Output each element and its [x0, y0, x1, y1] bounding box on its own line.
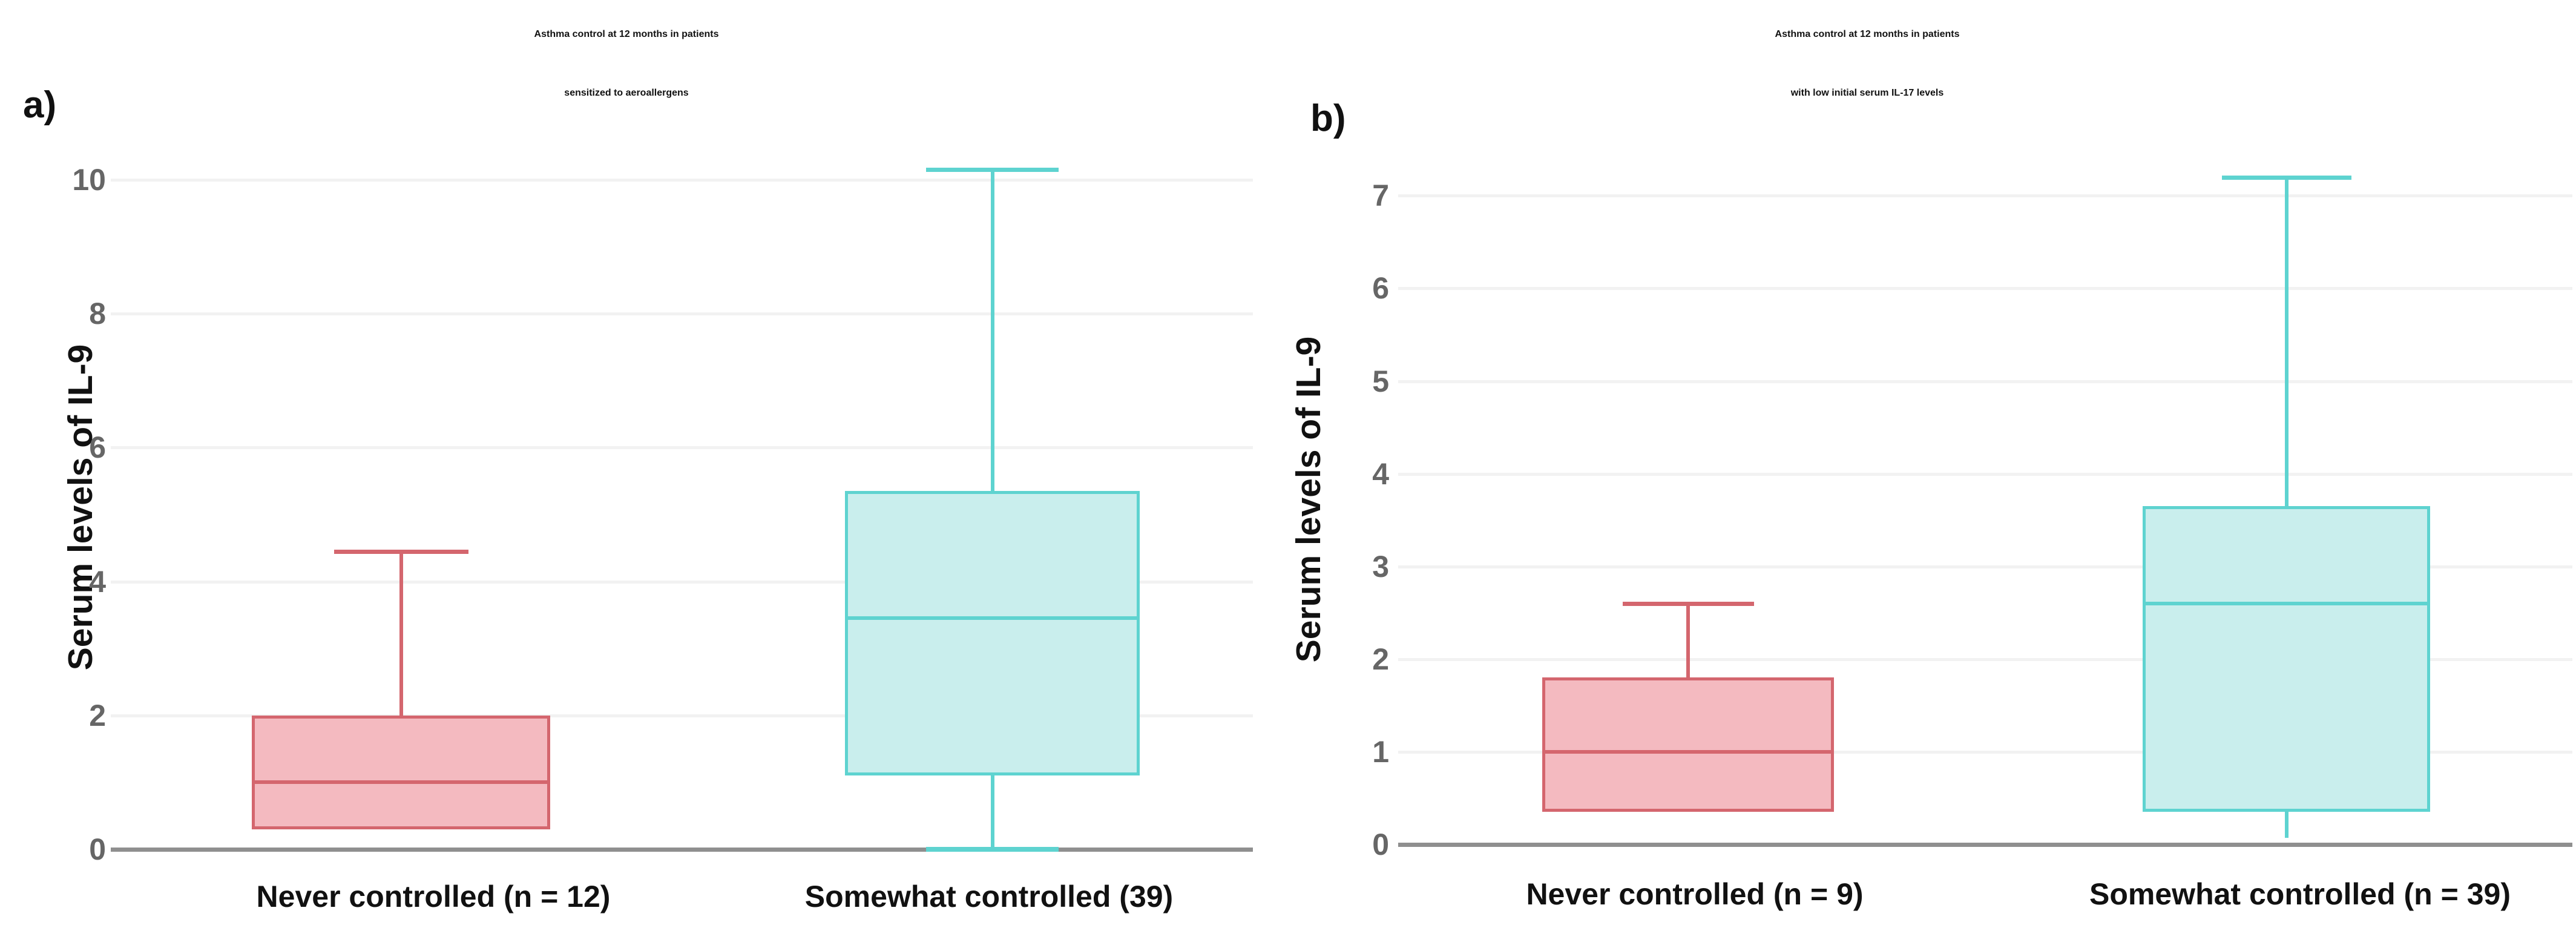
- whisker-cap-max-red: [334, 549, 468, 554]
- median-line-red: [252, 780, 550, 785]
- y-tick-label-4: 4: [89, 564, 106, 599]
- median-line-red: [1542, 749, 1834, 754]
- whisker-upper-teal: [2284, 177, 2288, 507]
- gridline-y4: [111, 580, 1253, 584]
- x-axis-line: [1398, 843, 2572, 847]
- panel-a-title: Asthma control at 12 months in patients …: [534, 5, 719, 122]
- gridline-y2: [111, 714, 1253, 717]
- y-tick-label-10: 10: [72, 163, 106, 197]
- median-line-teal: [845, 616, 1140, 621]
- gridline-y4: [1398, 472, 2572, 476]
- y-tick-label-6: 6: [1372, 271, 1389, 306]
- box-red: [252, 715, 550, 829]
- panel-a-label: a): [23, 84, 57, 126]
- panel-b-title-line1: Asthma control at 12 months in patients: [1775, 29, 1960, 39]
- y-tick-label-4: 4: [1372, 456, 1389, 491]
- x-axis-line: [111, 848, 1253, 852]
- whisker-upper-teal: [990, 170, 994, 492]
- whisker-lower-teal: [990, 775, 994, 849]
- gridline-y6: [1398, 287, 2572, 291]
- whisker-cap-min-overlap-teal: [926, 847, 1059, 851]
- whisker-cap-max-red: [1622, 601, 1754, 606]
- y-tick-label-7: 7: [1372, 179, 1389, 213]
- y-tick-label-0: 0: [89, 832, 106, 866]
- median-line-teal: [2143, 601, 2430, 605]
- box-red: [1542, 677, 1834, 812]
- y-tick-label-6: 6: [89, 430, 106, 465]
- y-tick-label-2: 2: [1372, 642, 1389, 676]
- whisker-cap-max-teal: [2221, 175, 2351, 180]
- panel-b-title: Asthma control at 12 months in patients …: [1775, 5, 1960, 122]
- gridline-y7: [1398, 194, 2572, 198]
- y-tick-label-1: 1: [1372, 734, 1389, 769]
- gridline-y5: [1398, 380, 2572, 383]
- panel-b-label: b): [1310, 97, 1346, 139]
- gridline-y6: [111, 446, 1253, 450]
- y-tick-label-5: 5: [1372, 364, 1389, 398]
- x-category-label: Never controlled (n = 12): [256, 880, 611, 913]
- panel-a-title-line2: sensitized to aeroallergens: [564, 88, 689, 98]
- x-category-label: Somewhat controlled (39): [804, 880, 1174, 913]
- gridline-y3: [1398, 565, 2572, 568]
- box-teal: [845, 491, 1140, 776]
- whisker-upper-red: [1686, 603, 1690, 678]
- whisker-cap-max-teal: [926, 168, 1059, 173]
- y-tick-label-3: 3: [1372, 549, 1389, 584]
- y-tick-label-0: 0: [1372, 828, 1389, 861]
- gridline-y1: [1398, 750, 2572, 754]
- gridline-y2: [1398, 657, 2572, 661]
- x-category-label: Somewhat controlled (n = 39): [2089, 877, 2511, 911]
- gridline-y10: [111, 179, 1253, 182]
- box-teal: [2143, 506, 2430, 812]
- whisker-upper-red: [399, 551, 403, 716]
- y-tick-label-8: 8: [89, 297, 106, 331]
- whisker-lower-teal: [2284, 812, 2288, 838]
- panel-a-title-line1: Asthma control at 12 months in patients: [534, 29, 719, 39]
- gridline-y8: [111, 312, 1253, 316]
- panel-b-title-line2: with low initial serum IL-17 levels: [1790, 88, 1944, 98]
- y-tick-label-2: 2: [89, 698, 106, 732]
- x-category-label: Never controlled (n = 9): [1526, 877, 1864, 911]
